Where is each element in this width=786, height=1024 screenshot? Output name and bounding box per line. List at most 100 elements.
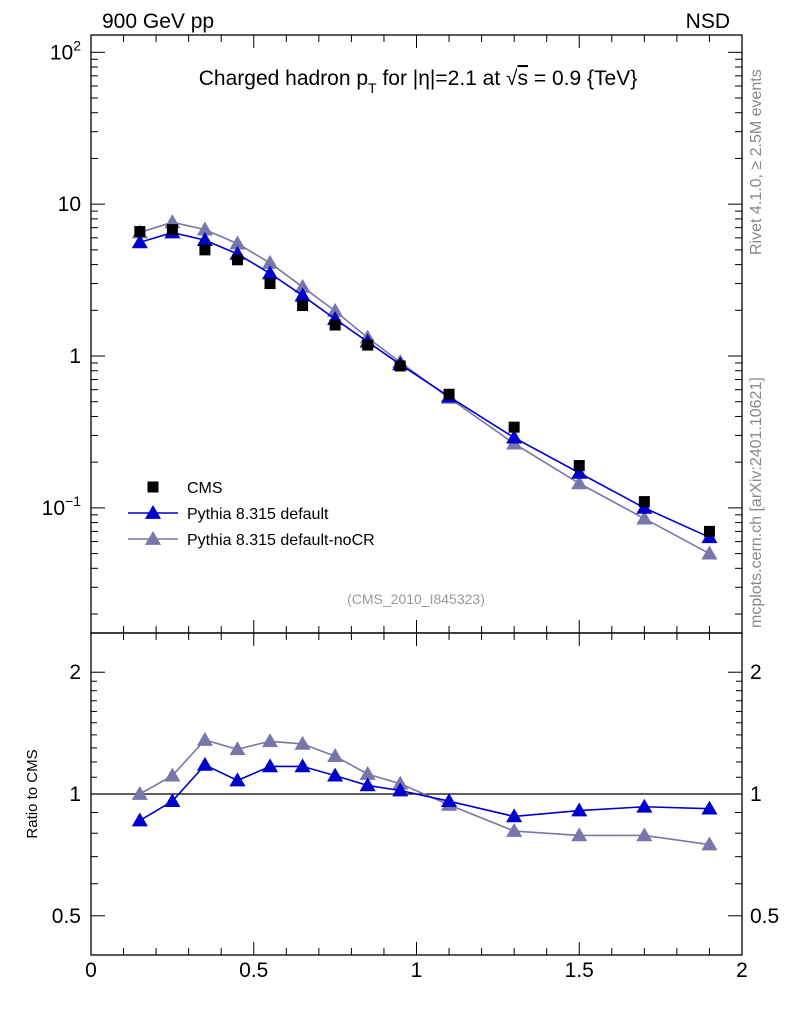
mcplots-label: mcplots.cern.ch [arXiv:2401.10621] xyxy=(748,377,765,628)
main-series xyxy=(131,214,718,560)
ratio-line xyxy=(139,763,710,822)
data-point xyxy=(199,244,211,256)
data-point xyxy=(571,464,588,479)
title-root: √ xyxy=(506,67,518,90)
ratio-series-1 xyxy=(131,731,718,851)
title-part-b: for |η|=2.1 at xyxy=(377,67,506,90)
ratio-ylabel: Ratio to CMS xyxy=(24,749,41,838)
title-s: s xyxy=(518,67,529,90)
legend: CMS Pythia 8.315 default Pythia 8.315 defa… xyxy=(128,480,375,549)
ratio-panel: 0.5 0.5 1 1 2 2 Ratio to CMS xyxy=(24,632,779,956)
header-left: 900 GeV pp xyxy=(102,10,214,33)
data-point xyxy=(131,234,148,249)
ratio-point xyxy=(294,735,311,750)
ratio-point xyxy=(392,782,409,797)
data-point xyxy=(261,265,279,280)
series-line xyxy=(139,221,710,555)
x-tick-label: 1 xyxy=(411,959,423,982)
data-point xyxy=(261,254,279,269)
legend-marker xyxy=(144,530,162,545)
data-point xyxy=(508,421,520,433)
ratio-point xyxy=(261,758,279,773)
data-point xyxy=(506,429,523,444)
header-right: NSD xyxy=(686,10,730,33)
title-sub: T xyxy=(368,80,377,96)
data-point xyxy=(638,496,650,508)
ratio-y-tick-label-right: 2 xyxy=(750,661,762,684)
y-tick-label: 1 xyxy=(69,345,81,368)
ratio-point xyxy=(701,836,718,851)
legend-item: Pythia 8.315 default xyxy=(128,504,329,523)
ratio-point xyxy=(196,731,213,746)
ratio-y-tick-label-right: 0.5 xyxy=(750,905,779,928)
x-tick-label: 0 xyxy=(85,959,97,982)
ratio-y-tick-label-right: 1 xyxy=(750,783,762,806)
data-point xyxy=(196,232,213,246)
legend-item: CMS xyxy=(147,480,223,497)
data-point xyxy=(294,278,311,293)
data-point xyxy=(703,525,715,537)
ratio-point xyxy=(131,785,148,800)
data-point xyxy=(327,302,344,317)
series-0 xyxy=(134,224,715,537)
y-tick-label: 10 xyxy=(58,193,81,216)
legend-label: Pythia 8.315 default xyxy=(187,506,329,523)
legend-label: CMS xyxy=(187,480,223,497)
y-tick-label: 102 xyxy=(50,37,81,64)
ratio-point xyxy=(571,827,588,842)
data-point xyxy=(443,388,455,400)
ratio-point xyxy=(506,822,523,837)
title-part-c: = 0.9 {TeV} xyxy=(528,67,637,90)
ratio-point xyxy=(261,733,279,748)
ratio-point xyxy=(164,793,181,808)
data-point xyxy=(134,226,146,238)
ratio-y-tick-label: 1 xyxy=(69,783,81,806)
ratio-point xyxy=(294,758,311,773)
legend-label: Pythia 8.315 default-noCR xyxy=(187,532,375,549)
ratio-point xyxy=(359,766,376,780)
data-point xyxy=(701,545,718,560)
ratio-point xyxy=(327,748,344,763)
data-point xyxy=(297,300,309,312)
data-point xyxy=(362,339,374,351)
data-point xyxy=(166,224,178,236)
rivet-label: Rivet 4.1.0, ≥ 2.5M events xyxy=(748,69,765,255)
data-point xyxy=(294,287,311,302)
analysis-tag: (CMS_2010_I845323) xyxy=(347,591,485,607)
ratio-point xyxy=(229,741,246,756)
ratio-point xyxy=(701,800,718,815)
ratio-point xyxy=(229,772,246,787)
ratio-point xyxy=(571,802,588,817)
main-ticks: 10−1 1 10 102 xyxy=(42,35,743,633)
ratio-point xyxy=(636,798,653,813)
ratio-point xyxy=(327,767,344,782)
data-point xyxy=(196,221,213,236)
x-axis-labels: 0 0.5 1 1.5 2 xyxy=(85,959,748,982)
data-point xyxy=(264,278,276,290)
ratio-point xyxy=(636,827,653,842)
legend-marker xyxy=(144,504,162,519)
data-point xyxy=(329,319,341,331)
main-title: Charged hadron pT for |η|=2.1 at √s = 0.… xyxy=(199,67,637,96)
legend-marker xyxy=(147,481,159,493)
title-part-a: Charged hadron p xyxy=(199,67,368,90)
legend-item: Pythia 8.315 default-noCR xyxy=(128,530,375,549)
ratio-y-tick-label: 0.5 xyxy=(52,905,81,928)
data-point xyxy=(636,510,653,525)
data-point xyxy=(231,254,243,266)
x-tick-label: 0.5 xyxy=(239,959,268,982)
data-point xyxy=(573,460,585,472)
ratio-point xyxy=(131,812,148,827)
ratio-y-tick-label: 2 xyxy=(69,661,81,684)
data-point xyxy=(394,360,406,372)
ratio-point xyxy=(440,793,458,808)
ratio-point xyxy=(196,756,213,771)
x-tick-label: 1.5 xyxy=(565,959,594,982)
y-tick-label: 10−1 xyxy=(42,493,82,520)
ratio-point xyxy=(359,777,376,792)
ratio-point xyxy=(506,808,523,823)
main-panel: 10−1 1 10 102 Charged hadron pT for |η|=2.1… xyxy=(42,34,743,634)
ratio-point xyxy=(164,767,181,782)
ratio-line xyxy=(139,739,710,846)
